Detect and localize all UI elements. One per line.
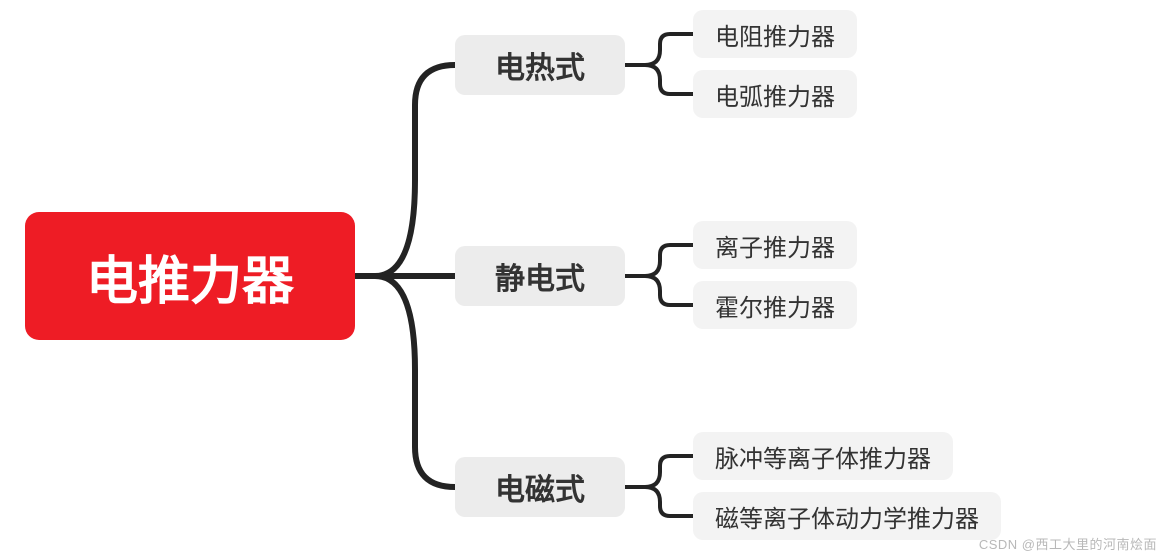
edge-b3-l32 [625,487,693,516]
edge-b2-l21 [625,245,693,276]
edge-root-b1 [355,65,455,276]
edge-root-b3 [355,276,455,487]
edge-b2-l22 [625,276,693,305]
leaf-node-2-1: 离子推力器 [693,221,857,269]
watermark-text: CSDN @西工大里的河南烩面 [979,534,1157,553]
leaf-node-3-1: 脉冲等离子体推力器 [693,432,953,480]
branch-node-3: 电磁式 [455,457,625,517]
mindmap-canvas: 电推力器 电热式 静电式 电磁式 电阻推力器 电弧推力器 离子推力器 霍尔推力器… [0,0,1169,559]
leaf-node-1-2: 电弧推力器 [693,70,857,118]
leaf-node-3-2: 磁等离子体动力学推力器 [693,492,1001,540]
leaf-node-2-2: 霍尔推力器 [693,281,857,329]
branch-node-1: 电热式 [455,35,625,95]
branch-node-2: 静电式 [455,246,625,306]
root-node: 电推力器 [25,212,355,340]
edge-b3-l31 [625,456,693,487]
edge-b1-l11 [625,34,693,65]
edge-b1-l12 [625,65,693,94]
leaf-node-1-1: 电阻推力器 [693,10,857,58]
